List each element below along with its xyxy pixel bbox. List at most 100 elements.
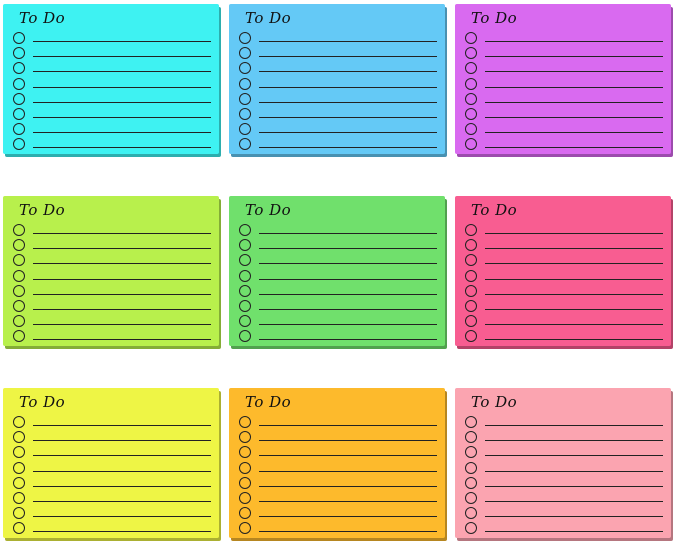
checkbox-circle-icon — [239, 330, 251, 343]
writing-line — [259, 501, 437, 502]
todo-note: To Do — [229, 4, 447, 157]
checkbox-circle-icon — [13, 416, 25, 428]
writing-line — [485, 440, 663, 442]
checklist-row — [13, 77, 211, 90]
writing-line — [485, 278, 663, 280]
writing-line — [33, 324, 211, 326]
todo-note: To Do — [455, 4, 673, 157]
checklist-row — [239, 330, 437, 343]
note-title: To Do — [19, 201, 66, 219]
checkbox-circle-icon — [13, 77, 25, 90]
checkbox-circle-icon — [465, 315, 477, 328]
checkbox-circle-icon — [465, 507, 477, 520]
checkbox-circle-icon — [465, 446, 477, 459]
checkbox-circle-icon — [239, 416, 251, 428]
writing-line — [485, 147, 663, 149]
writing-line — [485, 516, 663, 518]
writing-line — [33, 309, 211, 310]
note-face: To Do — [229, 196, 445, 346]
checklist-row — [13, 284, 211, 297]
writing-line — [259, 117, 437, 118]
writing-line — [33, 455, 211, 457]
checkbox-circle-icon — [239, 47, 251, 60]
checklist-row — [13, 522, 211, 535]
checkbox-circle-icon — [239, 300, 251, 312]
checklist-row — [13, 224, 211, 236]
checkbox-circle-icon — [239, 77, 251, 90]
checklist-row — [13, 47, 211, 60]
checklist-row — [13, 507, 211, 520]
checkbox-circle-icon — [239, 431, 251, 444]
checklist-row — [13, 32, 211, 44]
todo-note: To Do — [229, 196, 447, 349]
checkbox-circle-icon — [13, 461, 25, 474]
writing-line — [33, 440, 211, 442]
writing-line — [485, 309, 663, 310]
checklist-row — [465, 47, 663, 60]
checklist-row — [465, 300, 663, 312]
checklist-row — [239, 108, 437, 120]
checkbox-circle-icon — [239, 32, 251, 44]
writing-line — [33, 263, 211, 265]
writing-line — [485, 425, 663, 426]
note-face: To Do — [229, 388, 445, 538]
checklist-row — [465, 92, 663, 105]
checklist-row — [465, 330, 663, 343]
checkbox-circle-icon — [239, 108, 251, 120]
checkbox-circle-icon — [465, 138, 477, 151]
writing-line — [259, 470, 437, 472]
checklist-row — [239, 138, 437, 151]
checklist-row — [239, 315, 437, 328]
checkbox-circle-icon — [465, 492, 477, 504]
checklist-row — [239, 446, 437, 459]
note-title: To Do — [19, 9, 66, 27]
checklist-row — [465, 254, 663, 267]
writing-line — [33, 147, 211, 149]
checkbox-circle-icon — [239, 476, 251, 489]
writing-line — [33, 248, 211, 250]
checklist-row — [239, 522, 437, 535]
checkbox-circle-icon — [465, 254, 477, 267]
checkbox-circle-icon — [13, 492, 25, 504]
checkbox-circle-icon — [465, 416, 477, 428]
writing-line — [485, 101, 663, 103]
note-face: To Do — [3, 388, 219, 538]
note-face: To Do — [3, 196, 219, 346]
writing-line — [259, 263, 437, 265]
checkbox-circle-icon — [465, 62, 477, 75]
writing-line — [485, 86, 663, 88]
writing-line — [259, 86, 437, 88]
writing-line — [259, 41, 437, 42]
note-title: To Do — [471, 201, 518, 219]
note-face: To Do — [455, 196, 671, 346]
writing-line — [259, 516, 437, 518]
checklist-row — [13, 239, 211, 252]
checklist-row — [239, 32, 437, 44]
writing-line — [259, 101, 437, 103]
checklist-row — [465, 32, 663, 44]
checkbox-circle-icon — [13, 522, 25, 535]
checklist-row — [239, 47, 437, 60]
note-title: To Do — [245, 9, 292, 27]
note-title: To Do — [245, 201, 292, 219]
checklist-row — [239, 476, 437, 489]
checklist-row — [465, 461, 663, 474]
writing-line — [259, 425, 437, 426]
writing-line — [33, 41, 211, 42]
checklist-row — [13, 108, 211, 120]
checklist-row — [13, 62, 211, 75]
checkbox-circle-icon — [239, 507, 251, 520]
checklist-row — [465, 507, 663, 520]
checkbox-circle-icon — [465, 284, 477, 297]
checklist-row — [239, 269, 437, 282]
checkbox-circle-icon — [239, 92, 251, 105]
checkbox-circle-icon — [465, 522, 477, 535]
todo-note: To Do — [229, 388, 447, 541]
checklist-row — [13, 446, 211, 459]
checkbox-circle-icon — [13, 269, 25, 282]
checklist-row — [465, 284, 663, 297]
checkbox-circle-icon — [13, 32, 25, 44]
checklist-row — [239, 284, 437, 297]
checkbox-circle-icon — [465, 224, 477, 236]
checklist-row — [465, 77, 663, 90]
